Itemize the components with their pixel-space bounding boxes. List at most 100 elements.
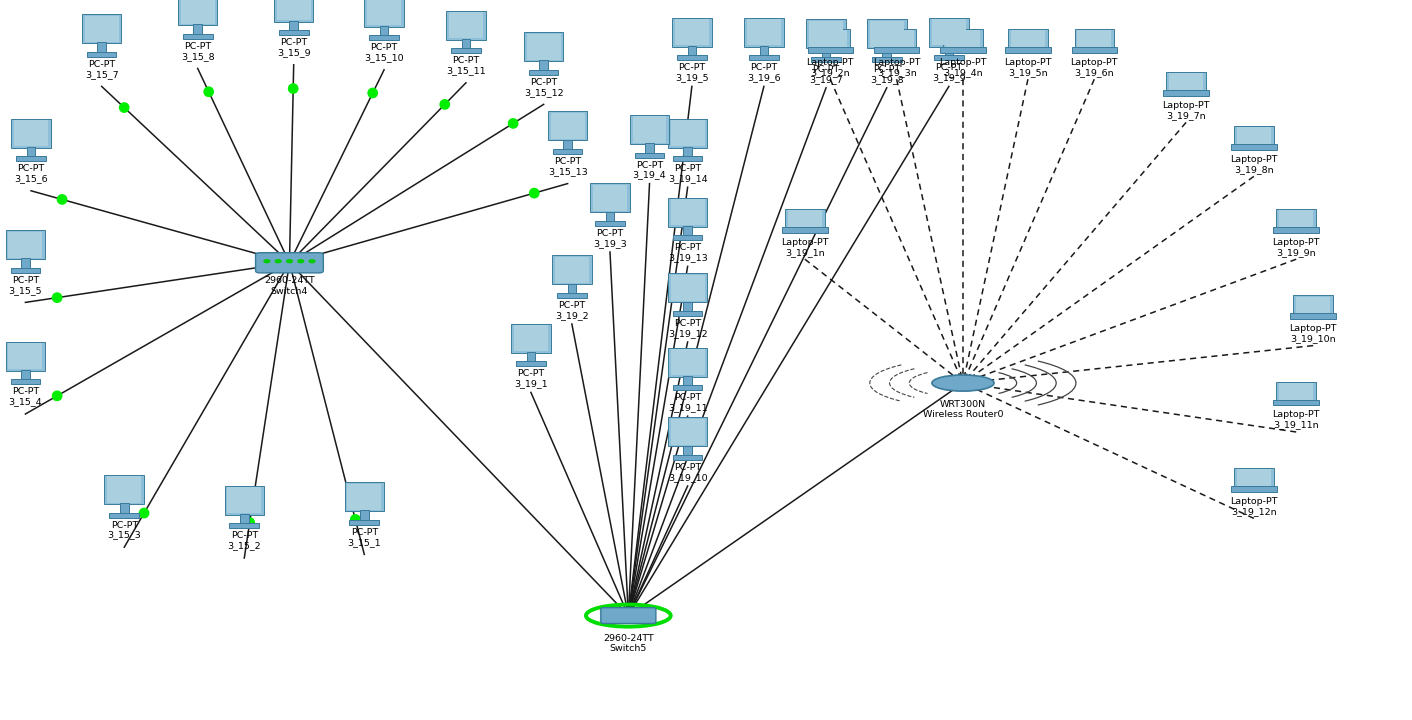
FancyBboxPatch shape <box>1075 29 1114 48</box>
Point <box>345 513 367 525</box>
Text: PC-PT
3_15_3: PC-PT 3_15_3 <box>107 521 141 539</box>
FancyBboxPatch shape <box>940 47 986 53</box>
FancyBboxPatch shape <box>809 21 843 47</box>
FancyBboxPatch shape <box>606 212 614 222</box>
FancyBboxPatch shape <box>110 513 138 518</box>
FancyBboxPatch shape <box>1234 468 1274 487</box>
FancyBboxPatch shape <box>21 370 30 380</box>
FancyBboxPatch shape <box>11 119 51 148</box>
FancyBboxPatch shape <box>668 348 707 377</box>
FancyBboxPatch shape <box>193 24 202 35</box>
FancyBboxPatch shape <box>539 60 548 71</box>
FancyBboxPatch shape <box>1237 127 1271 144</box>
FancyBboxPatch shape <box>668 418 707 446</box>
FancyBboxPatch shape <box>88 52 116 57</box>
FancyBboxPatch shape <box>107 477 141 503</box>
FancyBboxPatch shape <box>517 361 546 366</box>
FancyBboxPatch shape <box>1072 47 1117 53</box>
FancyBboxPatch shape <box>788 210 822 227</box>
FancyBboxPatch shape <box>555 257 589 283</box>
FancyBboxPatch shape <box>813 30 847 47</box>
Text: PC-PT
3_15_8: PC-PT 3_15_8 <box>181 42 215 60</box>
FancyBboxPatch shape <box>1237 469 1271 486</box>
FancyBboxPatch shape <box>674 385 703 390</box>
FancyBboxPatch shape <box>225 486 264 515</box>
Text: Laptop-PT
3_19_10n: Laptop-PT 3_19_10n <box>1289 324 1337 343</box>
FancyBboxPatch shape <box>524 32 563 61</box>
Text: Laptop-PT
3_19_6n: Laptop-PT 3_19_6n <box>1070 58 1118 76</box>
FancyBboxPatch shape <box>635 153 665 158</box>
Text: PC-PT
3_15_10: PC-PT 3_15_10 <box>364 43 404 62</box>
FancyBboxPatch shape <box>674 235 703 240</box>
FancyBboxPatch shape <box>874 47 919 53</box>
FancyBboxPatch shape <box>446 11 486 40</box>
FancyBboxPatch shape <box>97 42 106 53</box>
FancyBboxPatch shape <box>785 209 825 228</box>
FancyBboxPatch shape <box>345 482 384 511</box>
Text: 2960-24TT
Switch4: 2960-24TT Switch4 <box>264 276 315 295</box>
FancyBboxPatch shape <box>277 0 311 20</box>
FancyBboxPatch shape <box>452 48 481 53</box>
Text: PC-PT
3_15_7: PC-PT 3_15_7 <box>85 60 119 78</box>
Text: Laptop-PT
3_19_4n: Laptop-PT 3_19_4n <box>939 58 987 76</box>
Text: PC-PT
3_19_7: PC-PT 3_19_7 <box>809 65 843 84</box>
Text: PC-PT
3_15_4: PC-PT 3_15_4 <box>8 387 42 406</box>
FancyBboxPatch shape <box>527 34 561 60</box>
FancyBboxPatch shape <box>1011 30 1045 47</box>
Point <box>433 99 456 110</box>
Text: Laptop-PT
3_19_9n: Laptop-PT 3_19_9n <box>1272 238 1320 256</box>
FancyBboxPatch shape <box>274 0 313 22</box>
FancyBboxPatch shape <box>548 112 587 140</box>
FancyBboxPatch shape <box>364 0 404 27</box>
FancyBboxPatch shape <box>945 46 953 56</box>
FancyBboxPatch shape <box>1234 126 1274 145</box>
Circle shape <box>298 260 304 263</box>
FancyBboxPatch shape <box>645 143 654 153</box>
FancyBboxPatch shape <box>1166 72 1206 91</box>
FancyBboxPatch shape <box>1077 30 1111 47</box>
FancyBboxPatch shape <box>810 29 850 48</box>
FancyBboxPatch shape <box>120 503 128 513</box>
Text: PC-PT
3_19_13: PC-PT 3_19_13 <box>668 243 707 262</box>
FancyBboxPatch shape <box>683 302 692 312</box>
FancyBboxPatch shape <box>1291 313 1336 319</box>
FancyBboxPatch shape <box>10 379 40 384</box>
Text: PC-PT
3_19_5: PC-PT 3_19_5 <box>675 63 709 82</box>
Text: PC-PT
3_19_6: PC-PT 3_19_6 <box>747 63 781 82</box>
Text: Laptop-PT
3_19_12n: Laptop-PT 3_19_12n <box>1230 497 1278 516</box>
FancyBboxPatch shape <box>1163 90 1209 96</box>
FancyBboxPatch shape <box>932 19 966 45</box>
FancyBboxPatch shape <box>527 352 535 362</box>
FancyBboxPatch shape <box>8 343 42 369</box>
FancyBboxPatch shape <box>462 39 470 49</box>
Point <box>522 187 545 199</box>
Ellipse shape <box>932 375 994 391</box>
Text: PC-PT
3_19_14: PC-PT 3_19_14 <box>668 164 707 183</box>
FancyBboxPatch shape <box>347 484 381 510</box>
FancyBboxPatch shape <box>350 520 378 525</box>
FancyBboxPatch shape <box>683 446 692 456</box>
Text: Laptop-PT
3_19_2n: Laptop-PT 3_19_2n <box>806 58 854 76</box>
FancyBboxPatch shape <box>1279 383 1313 400</box>
FancyBboxPatch shape <box>675 19 709 45</box>
Point <box>198 86 220 97</box>
Point <box>361 87 384 99</box>
FancyBboxPatch shape <box>370 35 400 40</box>
FancyBboxPatch shape <box>360 510 369 521</box>
Text: PC-PT
3_15_1: PC-PT 3_15_1 <box>347 528 381 546</box>
Circle shape <box>275 260 281 263</box>
FancyBboxPatch shape <box>678 55 706 60</box>
FancyBboxPatch shape <box>808 47 853 53</box>
FancyBboxPatch shape <box>593 185 627 211</box>
FancyBboxPatch shape <box>668 198 707 227</box>
Text: 2960-24TT
Switch5: 2960-24TT Switch5 <box>603 634 654 653</box>
FancyBboxPatch shape <box>6 342 45 371</box>
Text: PC-PT
3_15_2: PC-PT 3_15_2 <box>227 531 261 550</box>
FancyBboxPatch shape <box>882 48 891 58</box>
FancyBboxPatch shape <box>668 274 707 302</box>
FancyBboxPatch shape <box>688 46 696 56</box>
FancyBboxPatch shape <box>8 232 42 258</box>
FancyBboxPatch shape <box>184 34 212 39</box>
Text: PC-PT
3_15_12: PC-PT 3_15_12 <box>524 78 563 96</box>
Text: PC-PT
3_19_3: PC-PT 3_19_3 <box>593 229 627 248</box>
